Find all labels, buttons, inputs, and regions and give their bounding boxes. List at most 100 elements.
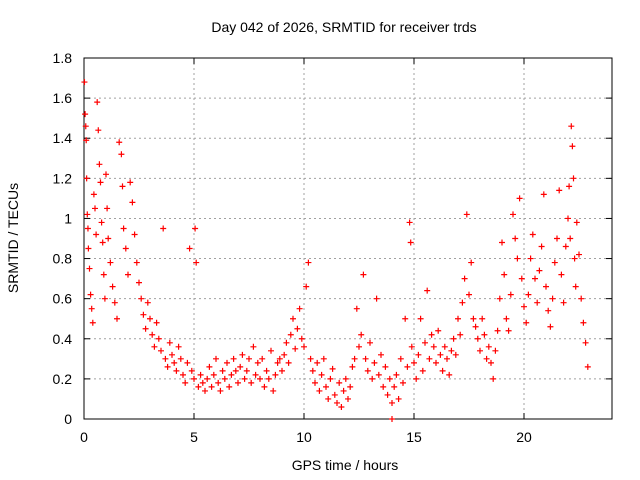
data-point <box>241 375 248 382</box>
data-point <box>461 275 468 282</box>
data-point <box>184 359 191 366</box>
data-point <box>312 379 318 386</box>
data-point <box>505 327 512 334</box>
data-point <box>94 99 101 106</box>
data-point <box>119 183 126 190</box>
data-point <box>395 395 402 402</box>
data-point <box>177 355 184 362</box>
data-point <box>88 305 95 312</box>
data-point <box>261 383 268 390</box>
data-point <box>155 335 162 342</box>
data-point <box>545 307 552 314</box>
data-point <box>367 339 373 346</box>
data-point <box>345 395 351 402</box>
y-axis-label: SRMTID / TECUs <box>5 183 21 293</box>
data-point <box>331 391 338 398</box>
data-point <box>492 347 499 354</box>
data-point <box>518 275 525 282</box>
data-point <box>576 251 582 258</box>
data-point <box>215 379 222 386</box>
data-point <box>230 355 237 362</box>
data-point <box>468 259 475 266</box>
data-point <box>371 359 378 366</box>
data-point <box>459 299 466 306</box>
data-point <box>307 355 314 362</box>
data-point <box>206 363 213 370</box>
data-point <box>197 371 204 378</box>
data-point <box>224 359 230 366</box>
data-point <box>252 371 259 378</box>
data-point <box>171 359 178 366</box>
data-point <box>404 363 411 370</box>
data-point <box>466 291 472 298</box>
data-point <box>507 291 514 298</box>
data-point <box>527 255 534 262</box>
y-tick-label: 1.8 <box>53 50 73 66</box>
data-point <box>323 383 329 390</box>
data-point <box>483 355 490 362</box>
y-tick-label: 1.6 <box>53 90 73 106</box>
data-point <box>104 205 111 212</box>
data-point <box>263 367 270 374</box>
data-point <box>562 243 569 250</box>
plot-frame <box>83 57 613 420</box>
data-point <box>558 271 565 278</box>
data-point <box>210 371 217 378</box>
y-tick-label: 1.4 <box>53 130 73 146</box>
data-point <box>422 339 428 346</box>
data-point <box>257 375 263 382</box>
data-point <box>298 335 305 342</box>
data-point <box>573 219 580 226</box>
data-point <box>83 175 90 182</box>
data-point <box>529 231 536 238</box>
data-point <box>82 111 89 118</box>
data-point <box>477 347 483 354</box>
y-tick-label: 1 <box>64 210 72 226</box>
data-point <box>138 295 145 302</box>
data-point <box>217 387 224 394</box>
data-point <box>514 255 521 262</box>
data-point <box>219 367 226 374</box>
data-point <box>246 355 252 362</box>
x-tick-label: 20 <box>516 429 532 445</box>
data-point <box>84 225 91 232</box>
y-tick-label: 0.6 <box>53 291 73 307</box>
data-point <box>479 315 486 322</box>
data-point <box>213 355 219 362</box>
data-point <box>250 343 257 350</box>
data-point <box>276 355 283 362</box>
data-point <box>413 375 420 382</box>
data-point <box>294 325 301 332</box>
data-point <box>318 371 325 378</box>
data-point <box>84 211 91 218</box>
data-point <box>235 379 241 386</box>
data-point <box>503 315 510 322</box>
data-point <box>285 359 292 366</box>
data-point <box>457 331 464 338</box>
data-point <box>287 331 294 338</box>
data-point <box>127 179 134 186</box>
data-point <box>192 225 199 232</box>
data-point <box>314 359 321 366</box>
data-point <box>488 359 494 366</box>
data-point <box>93 231 100 238</box>
data-point <box>268 347 274 354</box>
data-point <box>140 311 147 318</box>
y-tick-label: 0 <box>64 411 72 427</box>
data-point <box>96 161 103 168</box>
data-point <box>114 315 120 322</box>
data-point <box>87 291 94 298</box>
data-point <box>391 383 398 390</box>
x-tick-label: 5 <box>190 429 198 445</box>
data-point <box>243 367 250 374</box>
data-point <box>463 211 470 218</box>
data-point <box>239 351 246 358</box>
data-point <box>446 371 453 378</box>
data-point <box>496 295 503 302</box>
data-point <box>554 235 560 242</box>
data-point <box>521 303 527 310</box>
data-point <box>419 367 426 374</box>
data-point <box>455 315 461 322</box>
data-point <box>305 259 312 266</box>
data-point <box>571 255 578 262</box>
